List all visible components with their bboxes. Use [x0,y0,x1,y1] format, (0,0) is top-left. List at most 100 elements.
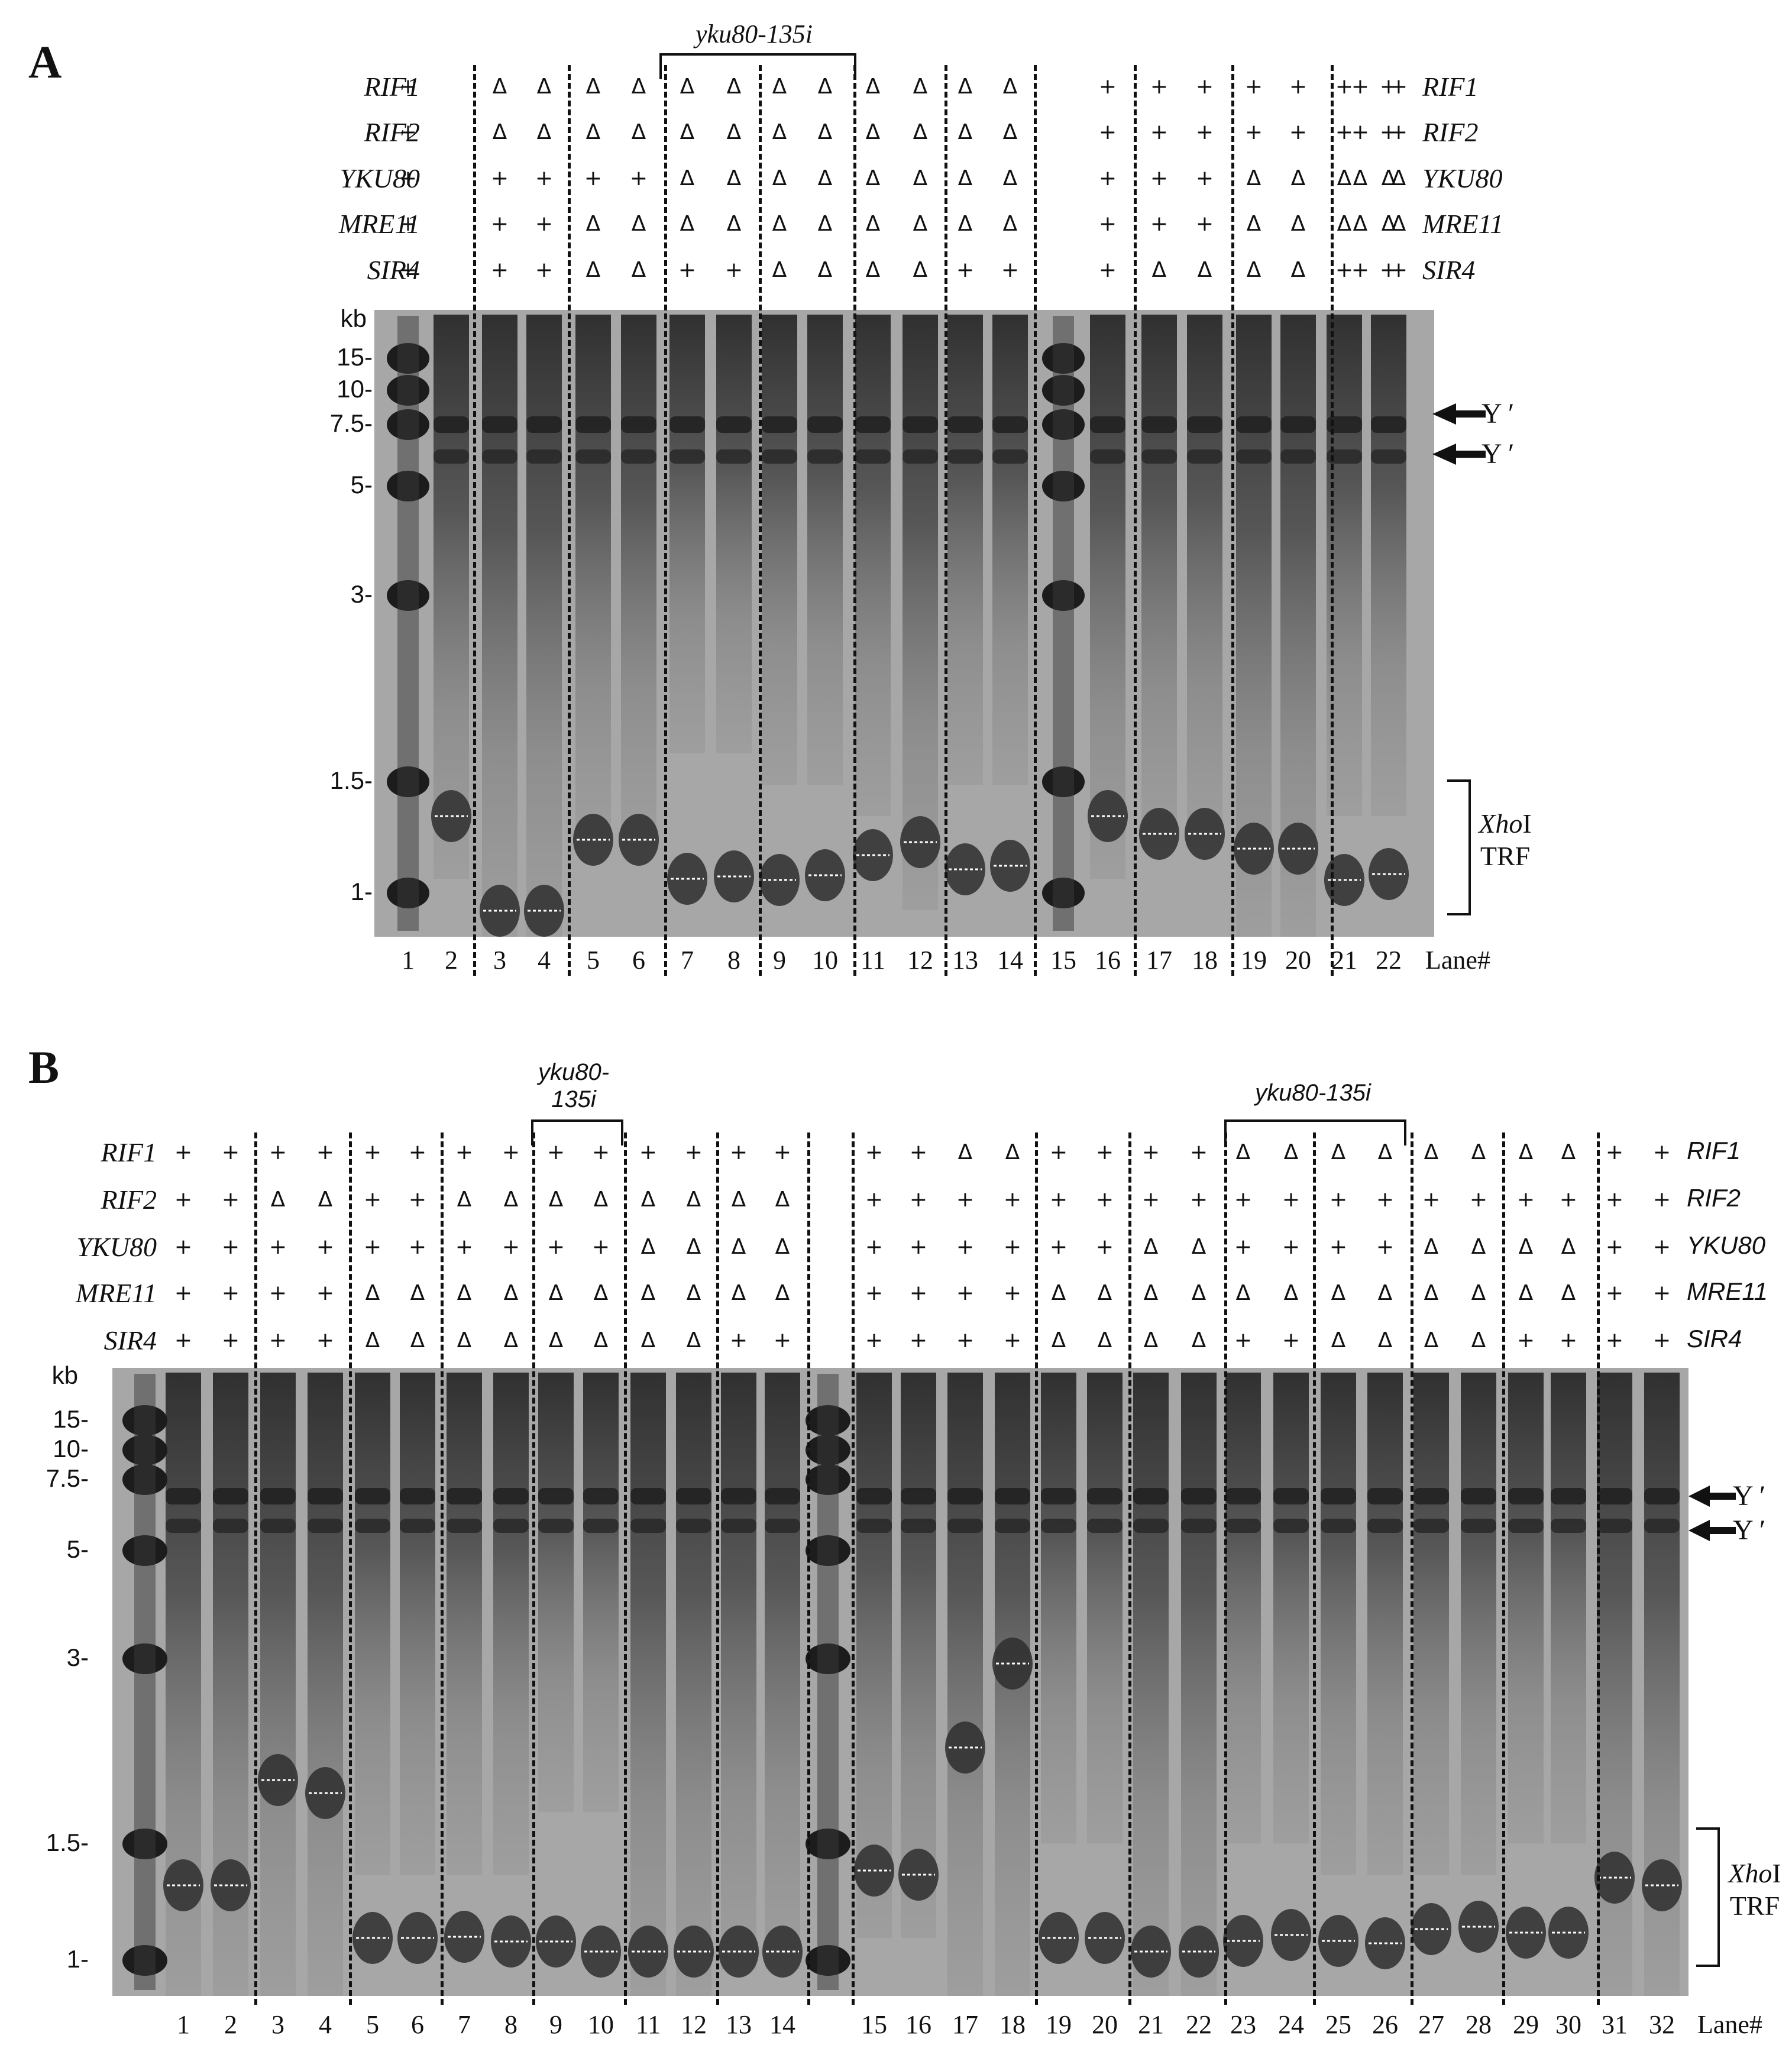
genotype-symbol: Δ [1290,166,1306,190]
gene-label-left: SIR4 [103,1325,157,1355]
genotype-symbol: Δ [1143,1281,1159,1305]
panel-a-xhoi-trf-label: XhoI TRF [1473,807,1538,872]
gene-label-left: MRE11 [338,209,420,239]
genotype-symbol: + [269,1235,287,1259]
genotype-symbol: + [1244,75,1263,99]
genotype-symbol: + [1329,1187,1348,1212]
genotype-symbol: Δ [1197,258,1212,282]
genotype-symbol: + [1516,1187,1535,1212]
genotype-symbol: + [269,1140,287,1164]
genotype-symbol: + [1189,1140,1208,1164]
y-prime-band [1225,1519,1261,1533]
y-prime-band [1551,1488,1586,1504]
y-prime-band [1327,449,1362,464]
genotype-symbol: Δ [1002,120,1018,144]
genotype-symbol: + [408,1140,427,1164]
y-prime-band [355,1519,390,1533]
genotype-symbol: + [546,1140,565,1164]
genotype-symbol: Δ [492,120,507,144]
lane-smear [1413,1373,1449,1875]
lane-smear [1321,1373,1356,1875]
genotype-symbol: + [1098,166,1117,190]
panel-b-gel-svg [122,1373,1682,1996]
genotype-symbol: + [1605,1281,1624,1305]
gene-label-right: MRE11 [1422,209,1504,239]
lane-smear [1133,1373,1169,1996]
genotype-symbol: Δ [1331,1140,1346,1164]
y-prime-band [1321,1488,1356,1504]
genotype-symbol: + [455,1235,474,1259]
y-prime-band [538,1488,574,1504]
y-prime-band [1041,1488,1076,1504]
genotype-symbol: + [1289,120,1308,144]
xhoi-italic: Xho [1728,1858,1772,1888]
y-prime-band [1321,1519,1356,1533]
genotype-symbol: Δ [1518,1281,1534,1305]
genotype-symbol: Δ [1005,1140,1020,1164]
genotype-symbol: Δ [503,1328,519,1352]
size-marker-label: 1.5- [329,766,373,794]
genotype-symbol: Δ [1337,166,1352,190]
lane-number: 15 [861,2010,887,2039]
size-marker-label: 10- [337,375,373,403]
genotype-symbol: + [865,1235,884,1259]
y-prime-band [901,1488,936,1504]
lane-number: 27 [1418,2010,1444,2039]
genotype-symbol: + [773,1140,792,1164]
y-prime-band [1461,1488,1496,1504]
y-prime-band [721,1488,756,1504]
lane-number: 17 [1146,946,1172,975]
genotype-symbol: Δ [686,1235,701,1259]
genotype-symbol: Δ [1424,1328,1439,1352]
gene-label-right: YKU80 [1687,1231,1766,1259]
genotype-symbol: Δ [731,1187,746,1212]
genotype-symbol: + [408,1187,427,1212]
lane-smear [1090,315,1125,879]
genotype-symbol: + [729,1140,748,1164]
lane-number: 8 [504,2010,517,2039]
genotype-symbol: Δ [680,75,695,99]
genotype-symbol: + [174,1140,193,1164]
lane-smear [1367,1373,1403,1875]
genotype-symbol: + [1652,1281,1671,1305]
lane-divider-line [1597,1132,1600,2005]
y-prime-band [482,449,517,464]
y-prime-band [575,416,611,433]
genotype-symbol: + [1098,258,1117,282]
genotype-symbol: + [316,1140,335,1164]
gene-label-left: YKU80 [76,1232,157,1262]
lane-smear [434,315,469,879]
lane-number: 7 [458,2010,471,2039]
genotype-symbol: Δ [958,212,973,236]
lane-number: 18 [1192,946,1218,975]
genotype-symbol: Δ [548,1187,564,1212]
lane-smear [716,315,752,753]
genotype-symbol: + [221,1187,240,1212]
genotype-symbol: Δ [1002,75,1018,99]
lane-divider-line [1128,1132,1131,2005]
genotype-symbol: + [1376,1235,1395,1259]
genotype-symbol: Δ [1424,1235,1439,1259]
genotype-symbol: + [956,1187,975,1212]
gene-label-left: RIF1 [364,72,420,102]
genotype-symbol: + [1389,120,1408,144]
y-prime-band [583,1519,619,1533]
y-prime-band [400,1488,435,1504]
y-prime-arrow-icon [1689,1520,1736,1541]
genotype-symbol: + [1001,258,1020,282]
genotype-symbol: Δ [775,1281,790,1305]
y-prime-band [1141,416,1177,433]
genotype-symbol: + [684,1140,703,1164]
genotype-symbol: Δ [913,212,928,236]
size-marker-label: 3- [66,1643,89,1671]
y-prime-band [583,1488,619,1504]
lane-number: 31 [1602,2010,1628,2039]
genotype-symbol: + [1098,75,1117,99]
y-prime-band [1367,1519,1403,1533]
genotype-symbol: + [1379,258,1398,282]
y-prime-band [493,1488,529,1504]
genotype-symbol: Δ [726,120,742,144]
genotype-symbol: Δ [1331,1281,1346,1305]
lane-divider-line [716,1132,719,2005]
lane-number: 13 [952,946,978,975]
